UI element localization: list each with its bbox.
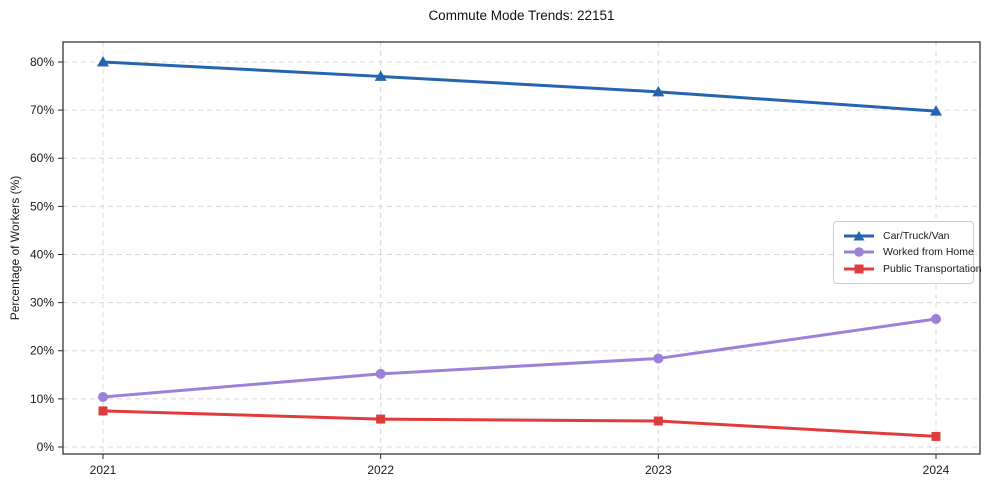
y-tick-label: 30% — [30, 296, 54, 310]
x-tick-label: 2022 — [367, 463, 394, 477]
legend-item-car-truck-van: Car/Truck/Van — [843, 228, 964, 244]
series-line-car-truck-van — [102, 60, 937, 113]
data-point-triangle — [930, 105, 942, 116]
legend-item-public-transportation: Public Transportation — [843, 261, 982, 277]
data-point-square — [931, 431, 941, 441]
legend-label: Car/Truck/Van — [883, 229, 950, 242]
legend-item-worked-from-home: Worked from Home — [843, 245, 974, 261]
legend-label: Worked from Home — [883, 246, 974, 259]
data-point-square — [98, 406, 108, 416]
y-tick-label: 0% — [37, 440, 55, 454]
y-tick-label: 10% — [30, 392, 54, 406]
chart-title: Commute Mode Trends: 22151 — [428, 8, 615, 23]
car-truck-van-line-marker-icon — [844, 230, 874, 241]
y-tick-label: 50% — [30, 199, 54, 213]
data-point-square — [376, 414, 386, 424]
chart-legend: Car/Truck/Van Worked from Home Public Tr… — [833, 221, 982, 284]
x-tick-label: 2023 — [645, 463, 672, 477]
y-tick-label: 40% — [30, 247, 54, 261]
x-tick-label: 2021 — [90, 463, 117, 477]
data-point-circle — [375, 368, 386, 379]
plot-border — [62, 41, 981, 455]
data-point-triangle — [374, 70, 387, 81]
data-point-circle — [98, 391, 108, 402]
data-point-circle — [931, 313, 941, 324]
y-tick-label: 60% — [30, 151, 54, 165]
data-point-square — [653, 416, 663, 426]
y-tick-label: 20% — [30, 344, 54, 358]
x-tick-label: 2024 — [923, 463, 950, 477]
series-line-worked-from-home — [102, 317, 937, 399]
y-tick-label: 70% — [30, 103, 54, 117]
series-line-public-transportation — [102, 409, 937, 438]
data-point-triangle — [652, 85, 665, 97]
data-point-circle — [653, 353, 664, 364]
data-point-triangle — [97, 55, 109, 67]
y-tick-label: 80% — [30, 55, 54, 69]
legend-label: Public Transportation — [883, 262, 982, 275]
public-transportation-line-marker-icon — [844, 264, 874, 274]
worked-from-home-line-marker-icon — [844, 247, 874, 258]
